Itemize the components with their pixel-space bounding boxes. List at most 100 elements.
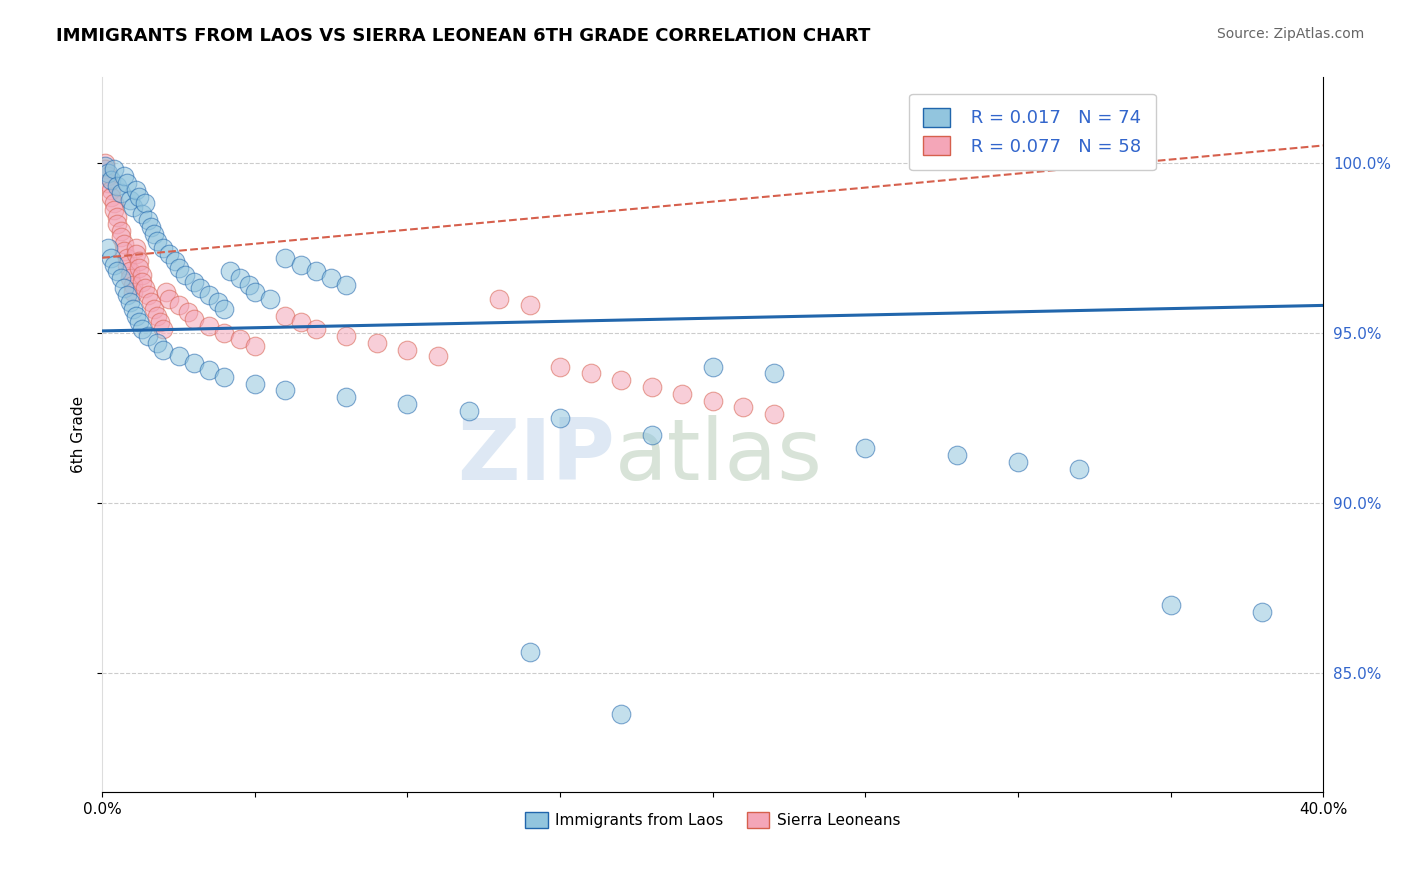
Point <box>762 367 785 381</box>
Point <box>488 292 510 306</box>
Point <box>118 264 141 278</box>
Point <box>702 359 724 374</box>
Point <box>146 234 169 248</box>
Point <box>125 309 148 323</box>
Point <box>134 281 156 295</box>
Point <box>396 343 419 357</box>
Point <box>259 292 281 306</box>
Point <box>94 162 117 177</box>
Point <box>121 277 143 292</box>
Point <box>115 288 138 302</box>
Point <box>214 326 236 340</box>
Point <box>366 335 388 350</box>
Point <box>107 217 129 231</box>
Point <box>335 329 357 343</box>
Point <box>97 169 120 183</box>
Point <box>243 285 266 299</box>
Point <box>214 369 236 384</box>
Point <box>214 301 236 316</box>
Point <box>183 356 205 370</box>
Point <box>243 376 266 391</box>
Point <box>143 227 166 241</box>
Point <box>131 206 153 220</box>
Point <box>519 298 541 312</box>
Point <box>457 404 479 418</box>
Point <box>97 241 120 255</box>
Point <box>176 305 198 319</box>
Point <box>121 285 143 299</box>
Point <box>427 350 450 364</box>
Point <box>139 295 162 310</box>
Point <box>335 390 357 404</box>
Point <box>321 271 343 285</box>
Point <box>396 397 419 411</box>
Point <box>115 258 138 272</box>
Point <box>519 645 541 659</box>
Point <box>243 339 266 353</box>
Point <box>125 241 148 255</box>
Point <box>103 258 125 272</box>
Point <box>118 193 141 207</box>
Point <box>165 254 187 268</box>
Point <box>274 309 297 323</box>
Point <box>641 427 664 442</box>
Point <box>548 410 571 425</box>
Point <box>228 271 250 285</box>
Point <box>198 288 221 302</box>
Point <box>167 298 190 312</box>
Point <box>762 407 785 421</box>
Point <box>143 301 166 316</box>
Point <box>100 172 122 186</box>
Point <box>115 251 138 265</box>
Point <box>167 350 190 364</box>
Point <box>125 183 148 197</box>
Point <box>100 189 122 203</box>
Point <box>274 384 297 398</box>
Point <box>853 442 876 456</box>
Point <box>110 223 132 237</box>
Point <box>103 203 125 218</box>
Point <box>198 363 221 377</box>
Point <box>290 315 312 329</box>
Point <box>671 387 693 401</box>
Point <box>335 277 357 292</box>
Point <box>1067 461 1090 475</box>
Point <box>107 179 129 194</box>
Point <box>238 277 260 292</box>
Point <box>1007 455 1029 469</box>
Point <box>110 230 132 244</box>
Text: atlas: atlas <box>614 415 823 498</box>
Point <box>139 220 162 235</box>
Point <box>107 210 129 224</box>
Text: IMMIGRANTS FROM LAOS VS SIERRA LEONEAN 6TH GRADE CORRELATION CHART: IMMIGRANTS FROM LAOS VS SIERRA LEONEAN 6… <box>56 27 870 45</box>
Point <box>94 159 117 173</box>
Point <box>97 176 120 190</box>
Point <box>131 275 153 289</box>
Point <box>733 401 755 415</box>
Point <box>112 237 135 252</box>
Point <box>118 271 141 285</box>
Point <box>128 315 150 329</box>
Point <box>136 213 159 227</box>
Point <box>112 281 135 295</box>
Point <box>115 176 138 190</box>
Point <box>305 322 328 336</box>
Point <box>641 380 664 394</box>
Point <box>183 275 205 289</box>
Point <box>228 333 250 347</box>
Point <box>610 373 633 387</box>
Point <box>610 706 633 721</box>
Point <box>167 260 190 275</box>
Point <box>274 251 297 265</box>
Point <box>188 281 211 295</box>
Point <box>128 254 150 268</box>
Point <box>146 309 169 323</box>
Text: ZIP: ZIP <box>457 415 614 498</box>
Point <box>136 329 159 343</box>
Point <box>112 169 135 183</box>
Point <box>198 318 221 333</box>
Point <box>152 322 174 336</box>
Point <box>305 264 328 278</box>
Text: Source: ZipAtlas.com: Source: ZipAtlas.com <box>1216 27 1364 41</box>
Point <box>128 189 150 203</box>
